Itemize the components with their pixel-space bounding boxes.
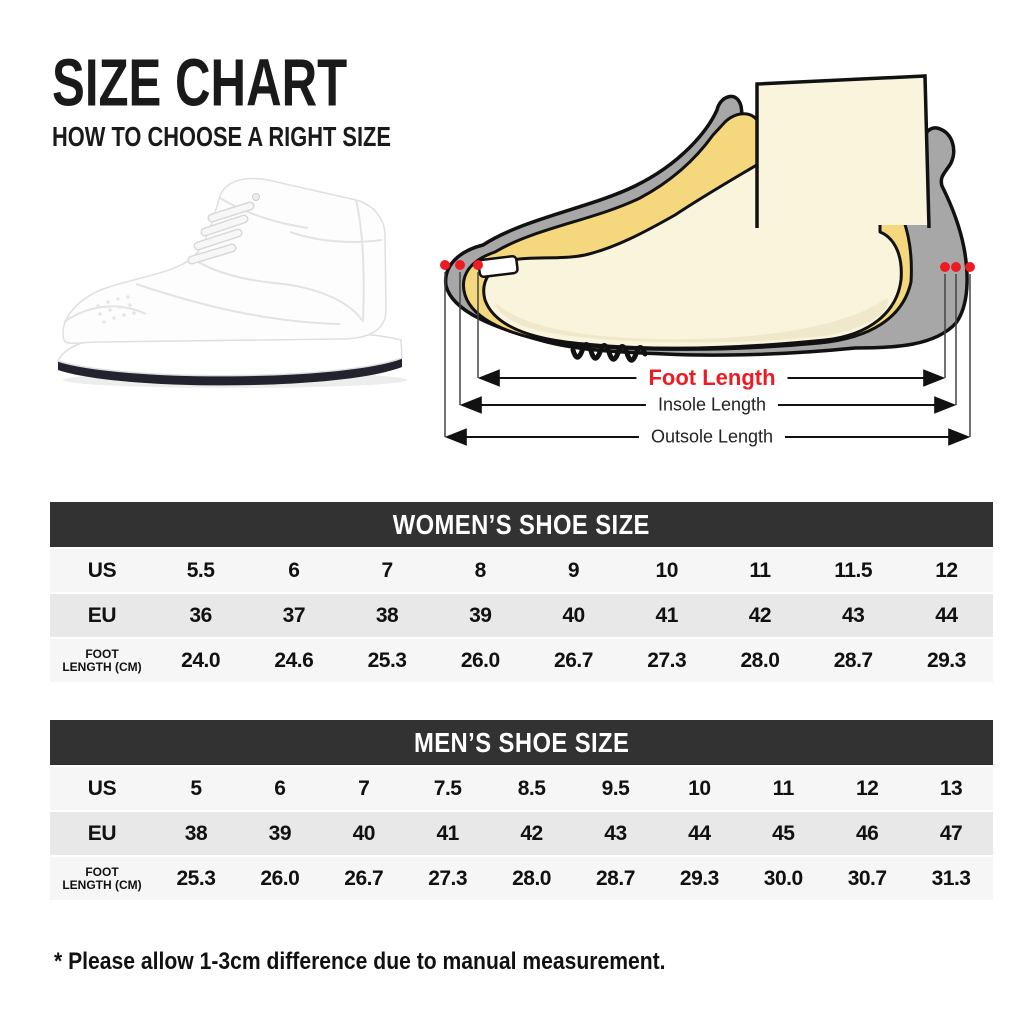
size-cell: 10 [655, 558, 679, 582]
size-cell: 5.5 [186, 558, 215, 582]
size-cell: 41 [436, 821, 459, 845]
size-cell: 10 [688, 776, 711, 800]
row-label: US [87, 776, 117, 800]
outsole-length-label: Outsole Length [638, 426, 786, 448]
mens-size-table: MEN’S SHOE SIZE US 5 6 7 7.5 8.5 9.5 10 11 12 13 EU… [50, 720, 993, 900]
table-header-bar: WOMEN’S SHOE SIZE [50, 502, 993, 547]
size-cell: 24.0 [181, 648, 221, 672]
size-cell: 27.3 [428, 866, 468, 890]
size-cell: 5 [190, 776, 202, 800]
size-cell: 26.0 [460, 648, 500, 672]
size-cell: 36 [189, 603, 212, 627]
page-title: SIZE CHART [52, 45, 348, 121]
size-cell: 30.0 [763, 866, 803, 890]
title-block: SIZE CHART HOW TO CHOOSE A RIGHT SIZE [52, 44, 456, 152]
row-label: FOOT LENGTH (CM) [62, 864, 142, 892]
size-cell: 39 [268, 821, 292, 845]
size-cell: 38 [184, 821, 208, 845]
size-cell: 42 [520, 821, 543, 845]
page-subtitle: HOW TO CHOOSE A RIGHT SIZE [52, 121, 391, 153]
row-label: US [87, 558, 117, 582]
size-cell: 30.7 [847, 866, 887, 890]
size-cell: 25.3 [176, 866, 216, 890]
size-cell: 41 [655, 603, 679, 627]
size-cell: 45 [772, 821, 795, 845]
table-title: WOMEN’S SHOE SIZE [392, 508, 651, 540]
size-cell: 47 [939, 821, 963, 845]
table-row: FOOT LENGTH (CM) 25.3 26.0 26.7 27.3 28.0 28.7 2… [50, 857, 993, 900]
sneaker-photo [40, 170, 420, 400]
size-cell: 6 [288, 558, 300, 582]
size-cell: 40 [562, 603, 585, 627]
size-cell: 11.5 [834, 558, 873, 582]
insole-length-label: Insole Length [645, 394, 779, 416]
size-cell: 11 [772, 776, 795, 800]
size-cell: 9.5 [601, 776, 630, 800]
size-cell: 13 [939, 776, 963, 800]
size-cell: 9 [567, 558, 580, 582]
leg-shape [757, 76, 929, 225]
table-row: US 5.5 6 7 8 9 10 11 11.5 12 [50, 549, 993, 592]
size-cell: 26.0 [260, 866, 300, 890]
womens-size-table: WOMEN’S SHOE SIZE US 5.5 6 7 8 9 10 11 11.5 12 EU 3… [50, 502, 993, 682]
size-cell: 38 [375, 603, 399, 627]
size-cell: 28.7 [596, 866, 635, 890]
size-cell: 11 [749, 558, 771, 582]
size-cell: 42 [748, 603, 772, 627]
size-cell: 24.6 [274, 648, 314, 672]
table-row: EU 38 39 40 41 42 43 44 45 46 47 [50, 812, 993, 855]
size-cell: 12 [855, 776, 879, 800]
size-cell: 8 [474, 558, 487, 582]
size-cell: 28.0 [512, 866, 551, 890]
table-row: EU 36 37 38 39 40 41 42 43 44 [50, 594, 993, 637]
foot-length-label: Foot Length [636, 365, 788, 391]
measure-point-dots [440, 260, 975, 272]
foot-shading [495, 298, 888, 343]
size-cell: 44 [688, 821, 711, 845]
toenail-shape [477, 254, 519, 279]
size-cell: 39 [469, 603, 492, 627]
size-cell: 6 [274, 776, 286, 800]
foot-diagram-art [440, 74, 975, 446]
table-header-bar: MEN’S SHOE SIZE [50, 720, 993, 765]
table-row: FOOT LENGTH (CM) 24.0 24.6 25.3 26.0 26.7 27.3 2… [50, 639, 993, 682]
size-cell: 40 [352, 821, 376, 845]
table-body: US 5.5 6 7 8 9 10 11 11.5 12 EU 36 37 38 39 40 41 42 43 44 F… [50, 549, 993, 682]
table-row: US 5 6 7 7.5 8.5 9.5 10 11 12 13 [50, 767, 993, 810]
size-cell: 29.3 [926, 648, 966, 672]
size-cell: 44 [935, 603, 958, 627]
size-cell: 7 [381, 558, 393, 582]
size-cell: 7 [358, 776, 370, 800]
measurement-note: * Please allow 1-3cm difference due to m… [54, 948, 666, 975]
row-label: FOOT LENGTH (CM) [62, 646, 142, 674]
sole-tread [570, 342, 648, 363]
size-cell: 46 [855, 821, 879, 845]
size-cell: 8.5 [517, 776, 546, 800]
table-title: MEN’S SHOE SIZE [413, 726, 630, 758]
size-cell: 12 [935, 558, 958, 582]
row-label: EU [87, 821, 117, 845]
size-cell: 43 [841, 603, 865, 627]
size-cell: 37 [282, 603, 306, 627]
table-body: US 5 6 7 7.5 8.5 9.5 10 11 12 13 EU 38 39 40 41 42 43 44 45… [50, 767, 993, 900]
row-label: EU [87, 603, 117, 627]
size-cell: 43 [604, 821, 627, 845]
size-cell: 28.7 [833, 648, 873, 672]
size-cell: 26.7 [554, 648, 593, 672]
size-cell: 27.3 [647, 648, 687, 672]
sneaker-illustration [56, 177, 407, 388]
size-cell: 31.3 [931, 866, 971, 890]
size-cell: 29.3 [679, 866, 719, 890]
foot-measurement-diagram: Foot Length Insole Length Outsole Length [425, 60, 1010, 455]
size-cell: 28.0 [740, 648, 780, 672]
size-cell: 7.5 [433, 776, 462, 800]
size-cell: 26.7 [344, 866, 384, 890]
size-cell: 25.3 [367, 648, 407, 672]
